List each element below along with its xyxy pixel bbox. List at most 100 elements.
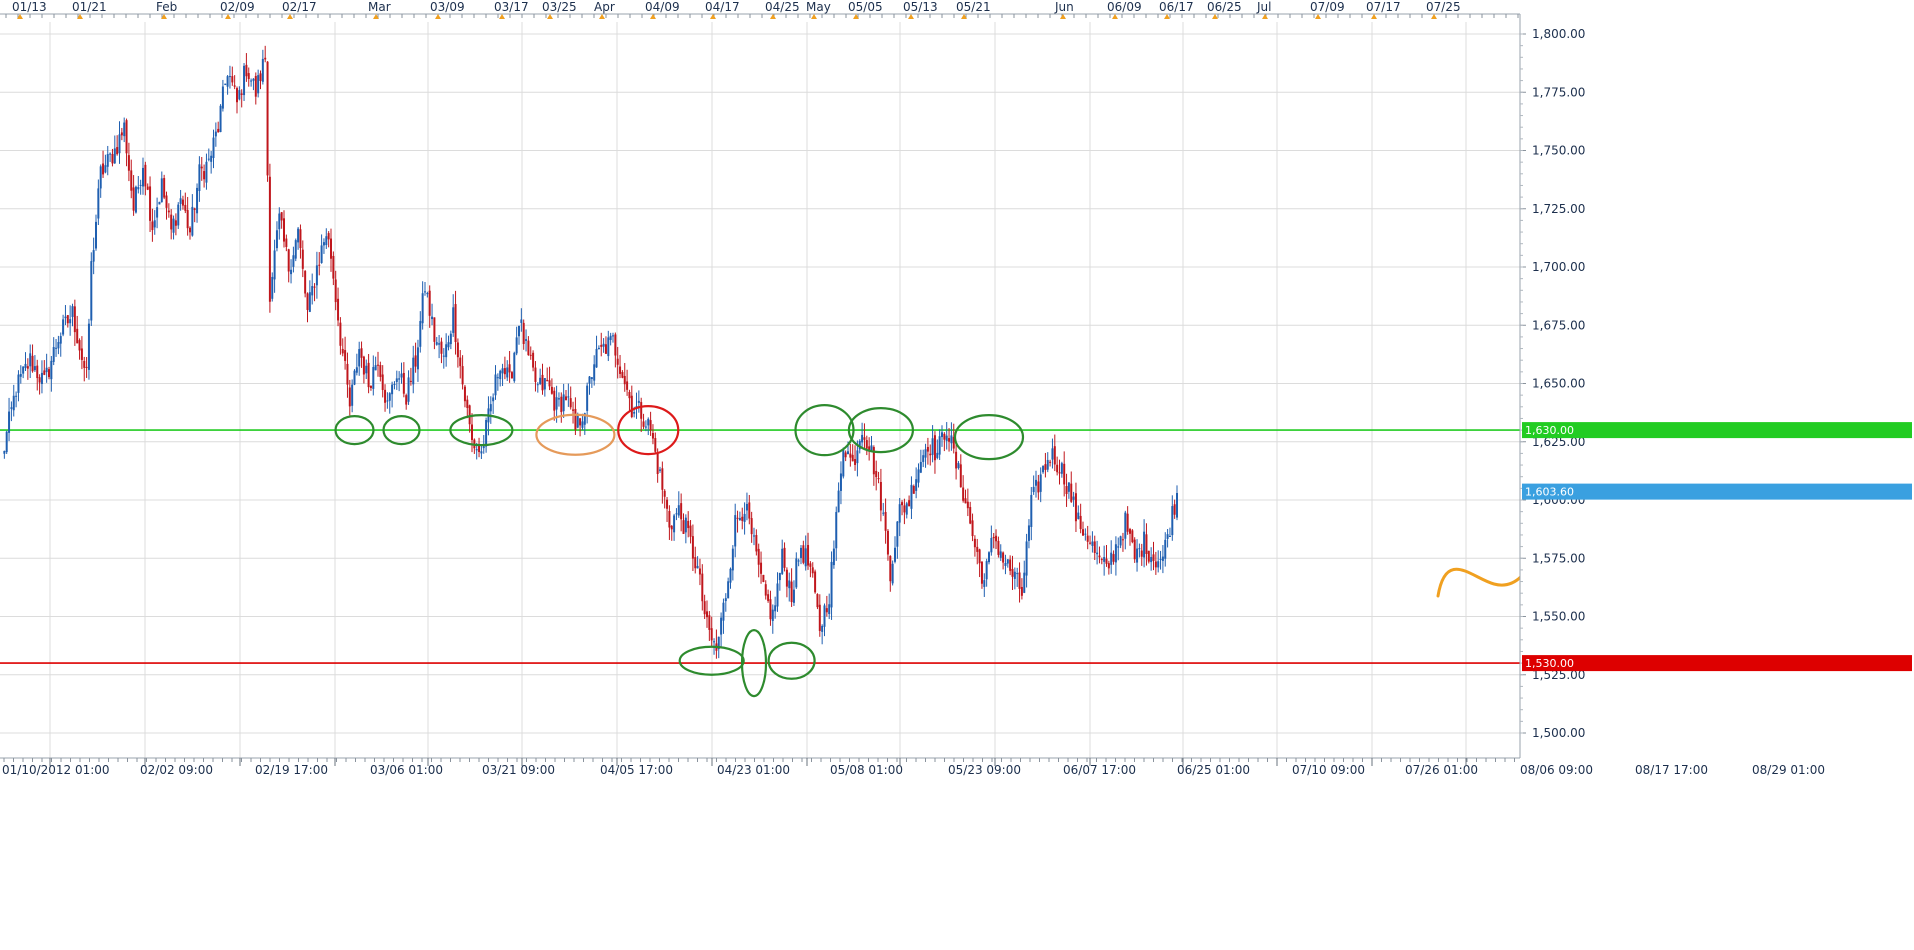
candle-body — [640, 402, 643, 419]
top-axis-label: 02/17 — [282, 0, 317, 14]
candle-body — [1082, 529, 1084, 536]
candle-body — [689, 525, 692, 537]
candle-body — [741, 516, 744, 521]
candle-body — [565, 396, 567, 401]
candle-body — [452, 307, 455, 333]
candle-body — [99, 166, 102, 189]
candle-body — [233, 85, 236, 87]
candle-body — [847, 451, 849, 454]
candle-body — [957, 463, 960, 469]
candle-body — [576, 415, 579, 428]
candle-body — [95, 221, 97, 249]
candle-body — [776, 583, 779, 607]
top-axis-marker — [1371, 14, 1377, 19]
candle-body — [503, 368, 506, 375]
candle-body — [980, 561, 983, 584]
candle-body — [600, 344, 603, 347]
candle-body — [1112, 554, 1115, 562]
candle-body — [360, 348, 363, 358]
annotation-ellipse — [678, 645, 745, 676]
top-axis-marker — [1431, 14, 1437, 19]
candle-body — [738, 518, 741, 520]
top-axis-marker — [1262, 14, 1268, 19]
candle-body — [92, 250, 95, 262]
candle-body — [344, 350, 347, 361]
candle-body — [586, 385, 589, 411]
candle-body — [1077, 512, 1080, 519]
candle-body — [372, 366, 375, 389]
candle-body — [275, 230, 278, 249]
candle-body — [506, 367, 509, 378]
candle-body — [391, 384, 394, 395]
candle-body — [62, 319, 65, 335]
candle-body — [163, 178, 166, 198]
candle-body — [964, 498, 967, 504]
candle-body — [1131, 530, 1134, 543]
candle-body — [807, 544, 810, 566]
bottom-axis-label: 05/08 01:00 — [830, 763, 903, 777]
candle-body — [158, 201, 161, 205]
candle-body — [588, 376, 591, 384]
candle-body — [207, 158, 210, 160]
top-axis-label: 03/17 — [494, 0, 529, 14]
candle-body — [358, 349, 361, 367]
candle-body — [684, 517, 687, 533]
candle-body — [809, 563, 812, 567]
annotation-ellipse — [953, 413, 1025, 461]
candle-body — [217, 128, 220, 133]
candle-body — [186, 210, 189, 229]
candle-body — [402, 372, 405, 394]
candle-body — [1016, 573, 1019, 575]
candle-body — [1126, 513, 1129, 532]
candle-body — [308, 292, 311, 312]
annotation-ellipse — [794, 404, 855, 457]
candle-body — [553, 390, 556, 411]
candle-body — [442, 355, 445, 357]
y-axis-label: 1,675.00 — [1532, 318, 1585, 332]
top-axis-marker — [1315, 14, 1321, 19]
candle-body — [200, 166, 203, 169]
candle-body — [489, 404, 492, 412]
candle-body — [1098, 555, 1101, 558]
candle-body — [433, 317, 436, 342]
top-axis-label: 01/21 — [72, 0, 107, 14]
candle-body — [788, 580, 791, 589]
candle-body — [388, 393, 391, 401]
bottom-axis-label: 06/07 17:00 — [1063, 763, 1136, 777]
candle-body — [297, 228, 300, 243]
candle-body — [137, 187, 140, 190]
candle-body — [832, 548, 835, 566]
candle-body — [165, 195, 168, 208]
candle-body — [626, 381, 629, 390]
candle-body — [325, 236, 328, 246]
candle-body — [569, 398, 572, 408]
top-axis-label: Mar — [368, 0, 391, 14]
price-badge — [1522, 483, 1912, 500]
candle-body — [445, 344, 448, 358]
candle-body — [181, 199, 184, 206]
candle-body — [1023, 572, 1026, 593]
candle-body — [438, 343, 441, 345]
candle-body — [351, 384, 354, 406]
price-badge — [1522, 655, 1912, 672]
candle-body — [560, 396, 563, 413]
candle-body — [769, 599, 772, 620]
top-axis-label: 04/25 — [765, 0, 800, 14]
top-axis-label: 05/13 — [903, 0, 938, 14]
candle-body — [55, 347, 58, 349]
candle-body — [818, 604, 821, 631]
candle-body — [1006, 559, 1009, 564]
candle-body — [301, 249, 304, 269]
candle-body — [706, 611, 708, 618]
candle-body — [1114, 544, 1117, 563]
candle-body — [189, 227, 191, 233]
candle-body — [374, 365, 377, 371]
candle-body — [898, 504, 901, 523]
candle-body — [1176, 493, 1178, 518]
candle-body — [414, 355, 417, 367]
candle-body — [976, 546, 979, 552]
candle-body — [736, 517, 739, 519]
top-axis-label: 05/21 — [956, 0, 991, 14]
candle-body — [574, 408, 577, 430]
candle-body — [642, 421, 645, 427]
